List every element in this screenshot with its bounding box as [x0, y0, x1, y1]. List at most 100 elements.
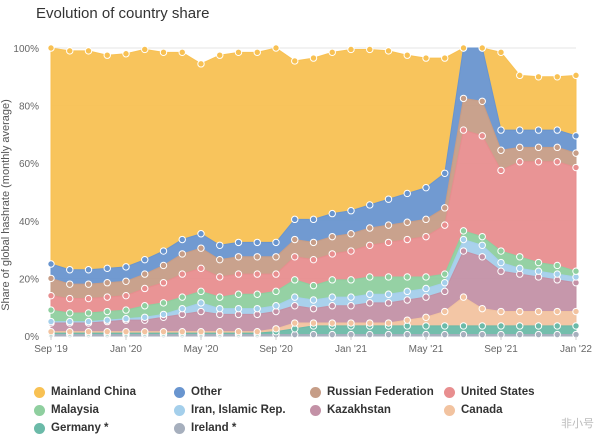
data-point[interactable] [478, 304, 486, 313]
data-point[interactable] [291, 293, 299, 301]
data-point[interactable] [291, 57, 299, 65]
data-point[interactable] [497, 48, 505, 57]
data-point[interactable] [253, 290, 261, 298]
data-point[interactable] [197, 264, 205, 273]
data-point[interactable] [103, 51, 111, 59]
data-point[interactable] [253, 48, 261, 57]
data-point[interactable] [234, 304, 243, 313]
data-point[interactable] [141, 255, 149, 264]
data-point[interactable] [459, 126, 468, 134]
data-point[interactable] [441, 270, 449, 278]
legend-item[interactable]: Canada [444, 404, 503, 416]
data-point[interactable] [497, 126, 505, 134]
data-point[interactable] [159, 327, 168, 336]
data-point[interactable] [384, 330, 393, 339]
data-point[interactable] [384, 319, 393, 327]
data-point[interactable] [403, 189, 411, 198]
data-point[interactable] [403, 330, 411, 339]
data-point[interactable] [253, 238, 261, 247]
data-point[interactable] [328, 232, 336, 241]
data-point[interactable] [84, 47, 93, 55]
data-point[interactable] [441, 330, 449, 339]
data-point[interactable] [234, 327, 243, 336]
data-point[interactable] [328, 319, 336, 327]
data-point[interactable] [572, 71, 580, 80]
data-point[interactable] [309, 281, 318, 290]
data-point[interactable] [122, 263, 130, 271]
data-point[interactable] [516, 322, 524, 330]
data-point[interactable] [253, 304, 261, 313]
data-point[interactable] [403, 287, 411, 296]
data-point[interactable] [197, 327, 205, 336]
data-point[interactable] [347, 293, 355, 301]
data-point[interactable] [291, 276, 299, 284]
data-point[interactable] [47, 291, 55, 300]
data-point[interactable] [197, 60, 205, 68]
data-point[interactable] [141, 45, 149, 54]
data-point[interactable] [459, 247, 468, 255]
data-point[interactable] [84, 309, 93, 317]
data-point[interactable] [347, 207, 355, 215]
data-point[interactable] [422, 284, 430, 293]
data-point[interactable] [141, 302, 149, 310]
data-point[interactable] [572, 149, 580, 157]
data-point[interactable] [478, 232, 486, 241]
data-point[interactable] [572, 163, 580, 172]
data-point[interactable] [84, 280, 93, 288]
data-point[interactable] [516, 330, 524, 339]
data-point[interactable] [66, 266, 74, 274]
data-point[interactable] [534, 307, 543, 316]
data-point[interactable] [422, 183, 430, 192]
data-point[interactable] [403, 218, 411, 226]
data-point[interactable] [216, 255, 224, 264]
data-point[interactable] [47, 306, 55, 314]
data-point[interactable] [328, 250, 336, 258]
data-point[interactable] [422, 322, 430, 330]
data-point[interactable] [216, 273, 224, 281]
data-point[interactable] [66, 309, 74, 317]
data-point[interactable] [178, 235, 186, 244]
data-point[interactable] [159, 310, 168, 319]
data-point[interactable] [197, 230, 205, 238]
data-point[interactable] [366, 299, 374, 307]
data-point[interactable] [403, 273, 411, 281]
data-point[interactable] [366, 290, 374, 298]
data-point[interactable] [384, 47, 393, 55]
data-point[interactable] [66, 47, 74, 55]
data-point[interactable] [178, 304, 186, 313]
data-point[interactable] [384, 195, 393, 203]
data-point[interactable] [441, 54, 449, 62]
data-point[interactable] [403, 316, 411, 324]
data-point[interactable] [384, 290, 393, 298]
data-point[interactable] [553, 143, 561, 152]
data-point[interactable] [403, 235, 411, 244]
data-point[interactable] [553, 270, 561, 278]
data-point[interactable] [384, 273, 393, 281]
data-point[interactable] [47, 274, 55, 283]
data-point[interactable] [478, 330, 486, 339]
data-point[interactable] [103, 264, 111, 273]
data-point[interactable] [328, 276, 336, 284]
data-point[interactable] [516, 253, 524, 261]
data-point[interactable] [84, 294, 93, 303]
data-point[interactable] [534, 330, 543, 339]
data-point[interactable] [553, 126, 561, 134]
data-point[interactable] [403, 51, 411, 59]
data-point[interactable] [253, 253, 261, 261]
legend-item[interactable]: Kazakhstan [310, 404, 391, 416]
data-point[interactable] [159, 299, 168, 307]
data-point[interactable] [291, 235, 299, 244]
data-point[interactable] [553, 158, 561, 166]
data-point[interactable] [516, 71, 524, 80]
data-point[interactable] [441, 322, 449, 330]
data-point[interactable] [178, 48, 186, 57]
data-point[interactable] [441, 221, 449, 229]
data-point[interactable] [459, 330, 468, 339]
data-point[interactable] [159, 247, 168, 255]
data-point[interactable] [553, 307, 561, 316]
data-point[interactable] [459, 227, 468, 235]
data-point[interactable] [328, 48, 336, 57]
data-point[interactable] [103, 327, 111, 336]
data-point[interactable] [441, 279, 449, 287]
data-point[interactable] [309, 330, 318, 339]
